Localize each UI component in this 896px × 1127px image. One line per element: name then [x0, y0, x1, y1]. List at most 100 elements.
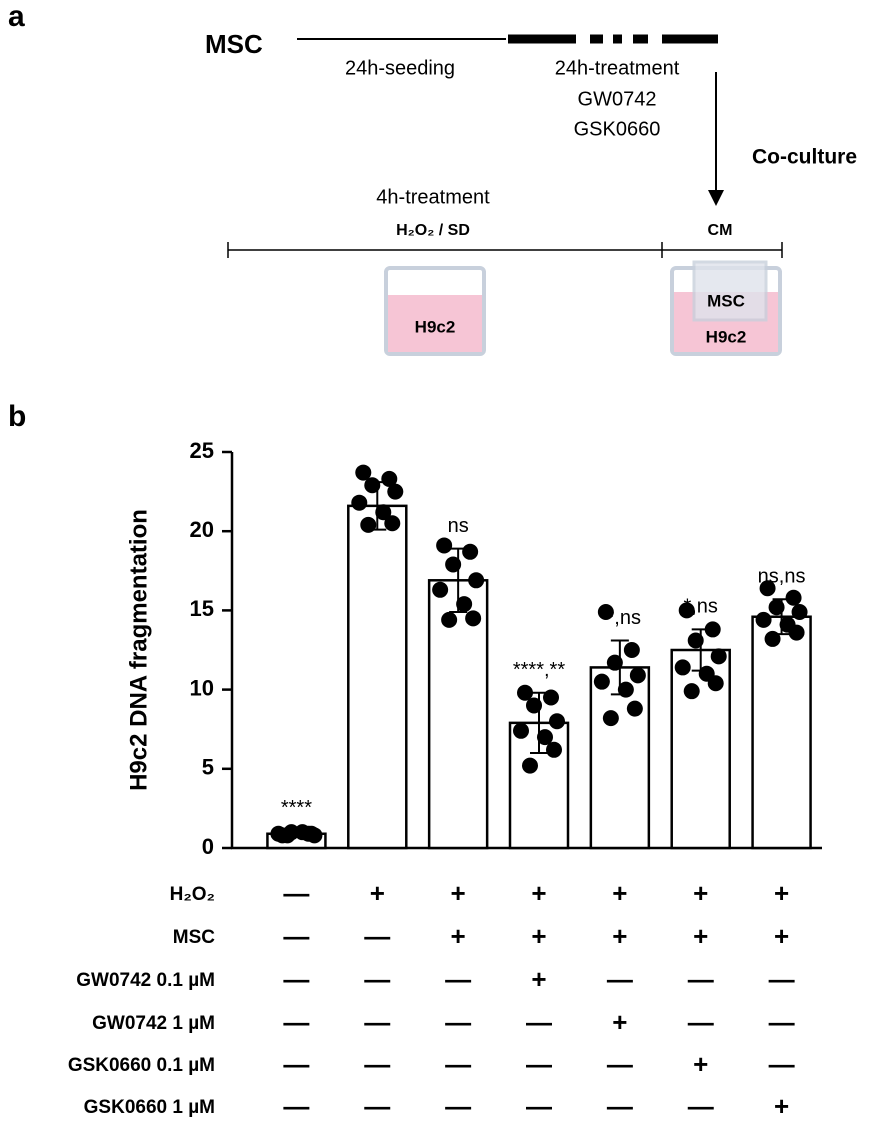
data-point: [629, 667, 646, 684]
condition-cell: —: [364, 1007, 390, 1037]
data-point: [674, 659, 691, 676]
condition-cell: —: [526, 1007, 552, 1037]
condition-cell: +: [451, 878, 466, 908]
y-axis-title: H9c2 DNA fragmentation: [125, 509, 152, 791]
condition-cell: —: [364, 921, 390, 951]
data-point: [465, 610, 482, 627]
condition-cell: +: [612, 921, 627, 951]
well-label: H9c2: [706, 327, 747, 346]
condition-cell: —: [364, 1091, 390, 1121]
data-point: [384, 515, 401, 532]
data-point: [513, 722, 529, 739]
data-point: [707, 675, 724, 692]
condition-cell: +: [774, 878, 789, 908]
condition-cell: +: [774, 921, 789, 951]
well: [384, 266, 486, 356]
data-point: [537, 729, 553, 746]
data-point: [436, 537, 453, 554]
condition-cell: —: [607, 964, 633, 994]
condition-cell: —: [283, 1049, 309, 1079]
data-point: [279, 827, 296, 844]
data-point: [617, 681, 634, 698]
condition-cell: —: [688, 1007, 714, 1037]
condition-label: GW0742 0.1 µM: [76, 970, 215, 991]
seeding-label: 24h-seeding: [345, 57, 455, 79]
data-point: [526, 697, 542, 714]
condition-cell: +: [531, 878, 546, 908]
condition-cell: —: [769, 964, 795, 994]
data-point: [387, 483, 404, 500]
treatment-label: 24h-treatment: [555, 57, 680, 79]
y-tick-label: 25: [190, 438, 214, 463]
condition-cell: +: [451, 921, 466, 951]
msc-label: MSC: [205, 29, 263, 59]
condition-cell: —: [283, 964, 309, 994]
condition-label: GSK0660 0.1 µM: [68, 1055, 215, 1076]
y-tick-label: 20: [190, 517, 214, 542]
well-label: MSC: [707, 291, 745, 310]
arrow-head: [708, 190, 724, 206]
significance-label: ****,**: [513, 659, 565, 681]
data-point: [597, 603, 614, 620]
data-point: [441, 611, 458, 628]
data-point: [546, 741, 562, 758]
data-point: [522, 757, 538, 774]
data-point: [710, 648, 727, 665]
data-point: [303, 825, 320, 842]
condition-cell: +: [531, 964, 546, 994]
bar: [751, 615, 812, 850]
data-point: [755, 611, 772, 628]
bar: [589, 666, 651, 850]
condition-label: GSK0660 1 µM: [84, 1097, 215, 1118]
data-point: [683, 683, 700, 700]
data-point: [456, 596, 473, 613]
data-point: [602, 710, 619, 727]
condition-cell: +: [612, 1007, 627, 1037]
data-point: [764, 630, 781, 647]
treatment-label: 4h-treatment: [376, 186, 490, 208]
data-point: [375, 504, 392, 521]
data-point: [785, 589, 802, 606]
stress-label: H₂O₂ / SD: [396, 222, 470, 239]
panel-label: a: [8, 0, 25, 33]
significance-label: ns: [448, 515, 469, 537]
data-point: [759, 580, 776, 597]
data-point: [593, 673, 610, 690]
data-point: [360, 516, 377, 533]
condition-cell: —: [688, 964, 714, 994]
data-point: [704, 621, 721, 638]
y-tick-label: 5: [202, 755, 214, 780]
y-tick-label: 0: [202, 834, 214, 859]
condition-cell: +: [531, 921, 546, 951]
condition-cell: —: [283, 921, 309, 951]
data-point: [432, 581, 449, 598]
condition-cell: —: [526, 1049, 552, 1079]
data-point: [468, 572, 485, 589]
condition-cell: —: [769, 1007, 795, 1037]
condition-cell: +: [612, 878, 627, 908]
significance-label: ns,ns: [758, 566, 806, 588]
data-point: [445, 556, 462, 573]
condition-cell: +: [370, 878, 385, 908]
data-point: [623, 642, 640, 658]
data-point: [355, 464, 372, 481]
data-point: [678, 602, 695, 619]
condition-cell: +: [693, 878, 708, 908]
data-point: [626, 700, 643, 717]
data-point: [381, 470, 398, 487]
y-tick-label: 15: [190, 596, 214, 621]
condition-cell: —: [283, 1091, 309, 1121]
well-label: H9c2: [415, 317, 456, 336]
panel-label: b: [8, 400, 26, 433]
condition-cell: —: [769, 1049, 795, 1079]
condition-cell: +: [774, 1091, 789, 1121]
condition-cell: —: [445, 1049, 471, 1079]
well: [670, 260, 782, 356]
data-point: [543, 689, 559, 706]
significance-label: **,ns: [599, 607, 641, 629]
condition-cell: —: [283, 878, 309, 908]
drug-label: GW0742: [578, 88, 657, 110]
condition-cell: —: [607, 1091, 633, 1121]
condition-cell: —: [607, 1049, 633, 1079]
